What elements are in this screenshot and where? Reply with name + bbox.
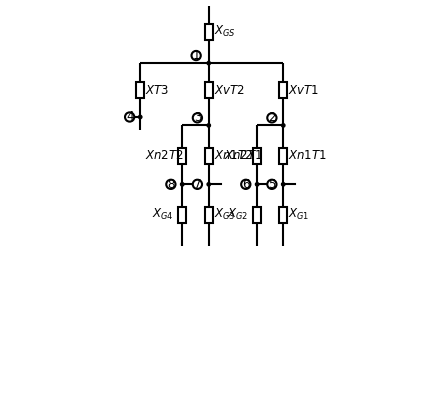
Text: $Xn2T1$: $Xn2T1$ xyxy=(224,149,264,162)
Circle shape xyxy=(282,183,285,186)
Text: $XvT1$: $XvT1$ xyxy=(288,84,319,97)
Circle shape xyxy=(192,51,201,60)
Text: $XvT2$: $XvT2$ xyxy=(214,84,245,97)
Text: 8: 8 xyxy=(167,178,175,191)
Text: 7: 7 xyxy=(194,178,201,191)
Circle shape xyxy=(181,183,184,186)
Text: 6: 6 xyxy=(242,178,250,191)
Circle shape xyxy=(207,124,211,127)
Bar xyxy=(205,82,213,99)
Circle shape xyxy=(267,113,277,122)
Bar xyxy=(279,206,288,223)
Bar xyxy=(136,82,144,99)
Text: $X_{G2}$: $X_{G2}$ xyxy=(227,207,248,222)
Text: 3: 3 xyxy=(194,112,201,124)
Text: $Xn1T2$: $Xn1T2$ xyxy=(214,149,253,162)
Bar xyxy=(279,148,288,164)
Circle shape xyxy=(166,180,176,189)
Bar xyxy=(178,148,187,164)
Bar xyxy=(279,82,288,99)
Bar xyxy=(205,23,213,40)
Text: $X_{G3}$: $X_{G3}$ xyxy=(214,207,235,222)
Bar xyxy=(205,206,213,223)
Text: 4: 4 xyxy=(126,110,133,124)
Text: $X_{GS}$: $X_{GS}$ xyxy=(214,24,236,39)
Circle shape xyxy=(241,180,250,189)
Circle shape xyxy=(125,112,134,122)
Circle shape xyxy=(282,124,285,127)
Text: $X_{G4}$: $X_{G4}$ xyxy=(152,207,173,222)
Circle shape xyxy=(255,183,259,186)
Bar xyxy=(205,148,213,164)
Text: $Xn2T2$: $Xn2T2$ xyxy=(145,149,184,162)
Text: $Xn1T1$: $Xn1T1$ xyxy=(288,149,327,162)
Circle shape xyxy=(207,183,211,186)
Circle shape xyxy=(193,113,202,122)
Circle shape xyxy=(207,61,211,65)
Circle shape xyxy=(193,180,202,189)
Bar xyxy=(253,148,261,164)
Circle shape xyxy=(138,115,142,119)
Text: 5: 5 xyxy=(268,178,275,191)
Bar xyxy=(178,206,187,223)
Circle shape xyxy=(267,180,277,189)
Text: 1: 1 xyxy=(192,49,200,62)
Bar xyxy=(253,206,261,223)
Text: 2: 2 xyxy=(268,112,276,124)
Text: $X_{G1}$: $X_{G1}$ xyxy=(288,207,310,222)
Text: $XT3$: $XT3$ xyxy=(145,84,170,97)
